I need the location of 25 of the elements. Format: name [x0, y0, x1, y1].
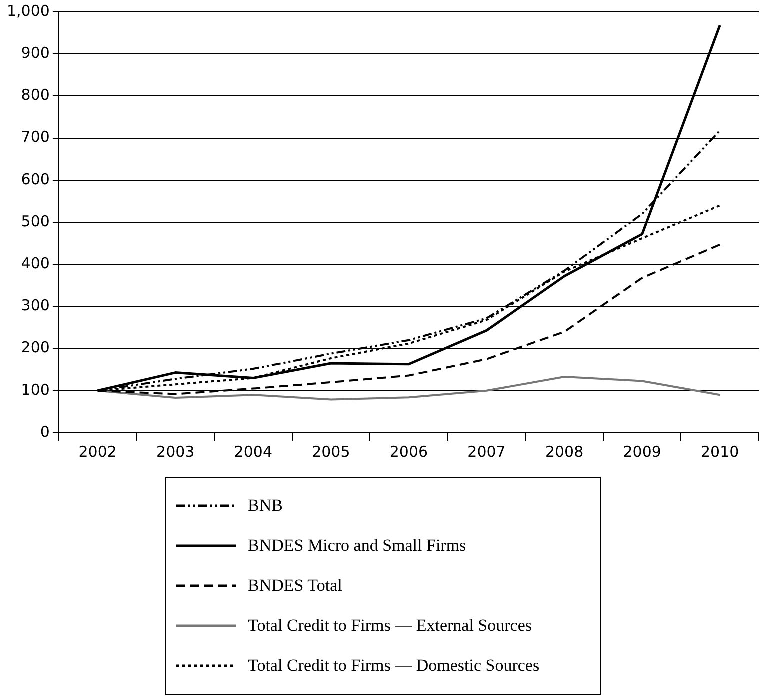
legend-label: BNDES Total: [248, 576, 342, 596]
x-tick-label: 2004: [234, 442, 272, 461]
x-tick-label: 2008: [545, 442, 584, 461]
x-tick-label: 2010: [701, 442, 740, 461]
x-tick-label: 2007: [468, 442, 506, 461]
legend-label: BNB: [248, 496, 283, 516]
y-tick-label: 100: [21, 380, 50, 399]
x-tick-label: 2006: [390, 442, 428, 461]
y-tick-label: 800: [21, 86, 50, 104]
x-tick-label: 2003: [156, 442, 195, 461]
y-tick-label: 600: [21, 170, 50, 188]
x-tick-label: 2005: [312, 442, 350, 461]
y-tick-label: 1,000: [6, 2, 50, 20]
legend-label: BNDES Micro and Small Firms: [248, 536, 466, 556]
legend-label: Total Credit to Firms — Domestic Sources: [248, 656, 540, 676]
y-tick-label: 700: [21, 128, 50, 146]
x-tick-label: 2002: [78, 442, 117, 461]
legend-label: Total Credit to Firms — External Sources: [248, 616, 532, 636]
y-tick-label: 300: [21, 296, 50, 315]
y-tick-label: 0: [40, 422, 50, 441]
y-tick-label: 400: [21, 254, 50, 272]
y-tick-label: 200: [21, 338, 50, 357]
y-tick-label: 900: [21, 44, 50, 62]
y-tick-label: 500: [21, 212, 50, 230]
x-tick-label: 2009: [623, 442, 662, 461]
